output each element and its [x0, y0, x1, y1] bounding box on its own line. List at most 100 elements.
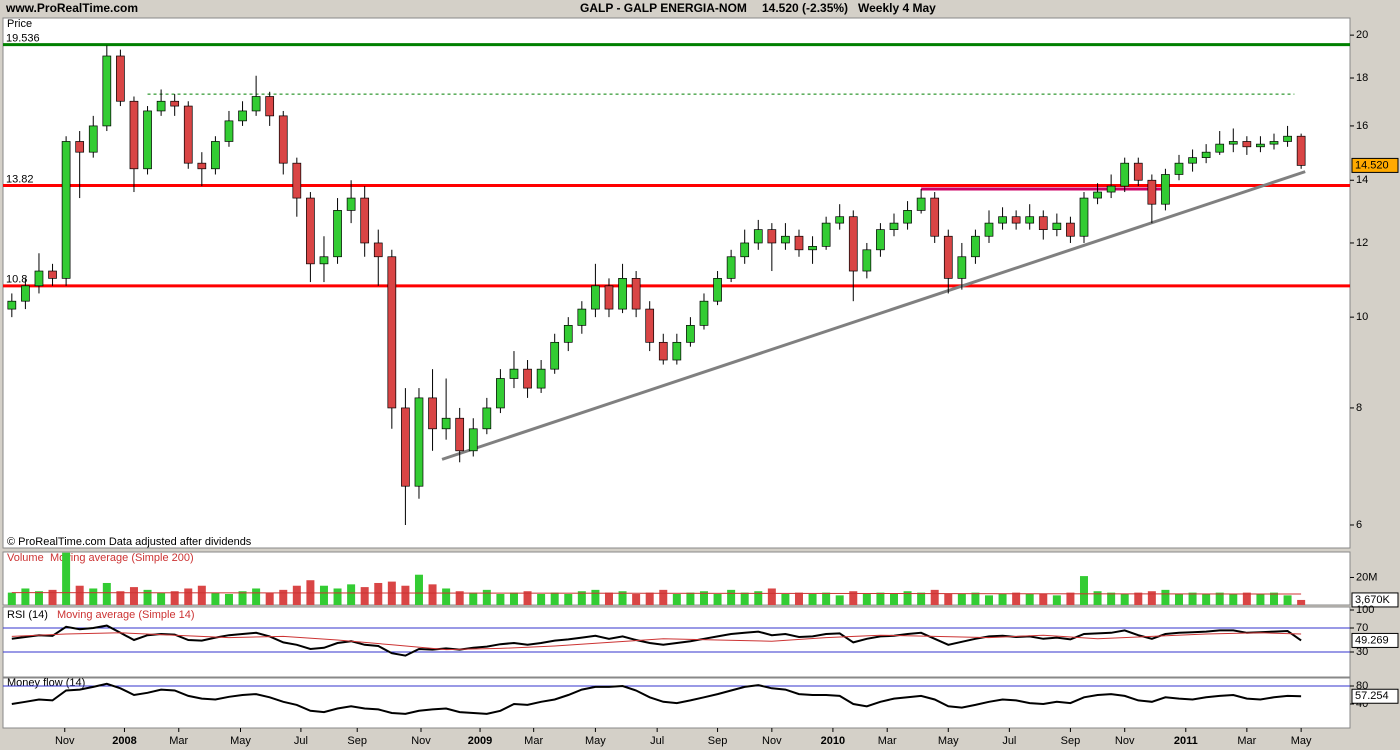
value-tag — [1351, 632, 1399, 648]
volume-bar — [252, 588, 261, 605]
volume-bar — [591, 589, 600, 605]
candle-body — [1120, 162, 1130, 187]
y-tick-label: 20M — [1356, 571, 1377, 583]
candle-body — [848, 216, 858, 272]
candle-body — [251, 96, 261, 112]
volume-bar — [550, 592, 559, 605]
candle-body — [563, 325, 573, 343]
candle-body — [903, 210, 912, 224]
volume-bar — [672, 593, 681, 605]
candle-body — [1093, 191, 1102, 199]
candle-body — [61, 141, 71, 279]
volume-bar — [482, 589, 491, 605]
period: Weekly 4 May — [858, 1, 936, 15]
y-tick-label: 16 — [1356, 120, 1368, 132]
volume-bar — [102, 582, 111, 605]
volume-bar — [442, 588, 451, 605]
y-tick-label: 14 — [1356, 174, 1368, 186]
candle-body — [862, 249, 872, 272]
candle-body — [1161, 174, 1170, 205]
volume-bar — [862, 593, 871, 605]
candle-body — [1296, 135, 1306, 166]
candle-body — [414, 397, 424, 487]
volume-bar — [1161, 589, 1170, 605]
volume-bar — [333, 588, 342, 605]
candle-body — [876, 229, 885, 251]
candle-body — [319, 256, 329, 265]
volume-bar — [1229, 593, 1238, 605]
value-tag-label: 14.520 — [1355, 159, 1389, 171]
candle-body — [1066, 222, 1075, 237]
volume-bar — [265, 592, 274, 605]
x-tick-label: Nov — [762, 735, 782, 747]
volume-bar — [374, 582, 383, 605]
value-tag-label: 49.269 — [1355, 634, 1389, 646]
candle-body — [998, 216, 1007, 224]
x-tick-label: May — [1291, 735, 1312, 747]
x-tick-label: 2010 — [821, 735, 845, 747]
x-tick-label: Sep — [1061, 735, 1081, 747]
candle-body — [116, 55, 125, 102]
volume-bar — [224, 593, 233, 605]
candle-body — [373, 242, 383, 258]
candle-body — [767, 229, 777, 244]
volume-bar — [917, 592, 926, 605]
panel-title: Money flow (14) — [7, 677, 85, 689]
quote: 14.520 (-2.35%) — [762, 1, 848, 15]
candle-body — [577, 308, 587, 326]
candle-body — [496, 378, 505, 409]
volume-bar — [957, 593, 966, 605]
volume-bar — [835, 595, 844, 605]
candle-body — [48, 270, 57, 279]
series-line — [11, 682, 1302, 715]
volume-bar — [1147, 591, 1156, 605]
candle-body — [1256, 143, 1265, 148]
volume-bar — [713, 593, 722, 605]
x-tick-label: Mar — [524, 735, 543, 747]
x-tick-label: 2008 — [112, 735, 136, 747]
volume-bar — [414, 574, 423, 605]
candle-body — [265, 96, 275, 117]
candle-body — [808, 246, 817, 251]
volume-bar — [347, 584, 356, 605]
candle-body — [306, 197, 315, 265]
candle-body — [1038, 216, 1048, 230]
y-tick-label: 10 — [1356, 311, 1368, 323]
candle-body — [143, 110, 152, 170]
volume-bar — [1079, 576, 1088, 605]
volume-bar — [564, 593, 573, 605]
candle-body — [197, 162, 207, 170]
y-tick-label: 70 — [1356, 622, 1368, 634]
candle-body — [1147, 179, 1157, 205]
x-tick-label: 2009 — [468, 735, 492, 747]
volume-bar — [62, 552, 71, 605]
x-tick-label: May — [938, 735, 959, 747]
price-panel — [2, 17, 1351, 549]
volume-bar — [170, 591, 179, 605]
volume-bar — [1297, 599, 1306, 605]
volume-bar — [808, 593, 817, 605]
candle-body — [441, 417, 451, 430]
x-tick-label: Mar — [1237, 735, 1256, 747]
candle-body — [984, 222, 994, 237]
volume-bar — [754, 591, 763, 605]
candle-body — [618, 278, 627, 310]
candle-body — [658, 341, 668, 361]
candle-body — [781, 235, 790, 244]
volume-bar — [184, 588, 193, 605]
trend-line — [441, 170, 1306, 461]
y-tick-label: 8 — [1356, 402, 1362, 414]
y-tick-label: 18 — [1356, 72, 1368, 84]
candle-body — [1133, 162, 1143, 181]
value-tag — [1351, 592, 1399, 608]
candle-body — [170, 100, 180, 107]
candle-body — [821, 222, 831, 247]
volume-bar — [632, 593, 641, 605]
volume-bar — [1107, 592, 1116, 605]
volume-bar — [1012, 592, 1021, 605]
volume-bar — [944, 593, 953, 605]
candle-body — [129, 100, 139, 170]
candle-body — [604, 285, 614, 310]
candle-body — [971, 235, 980, 258]
